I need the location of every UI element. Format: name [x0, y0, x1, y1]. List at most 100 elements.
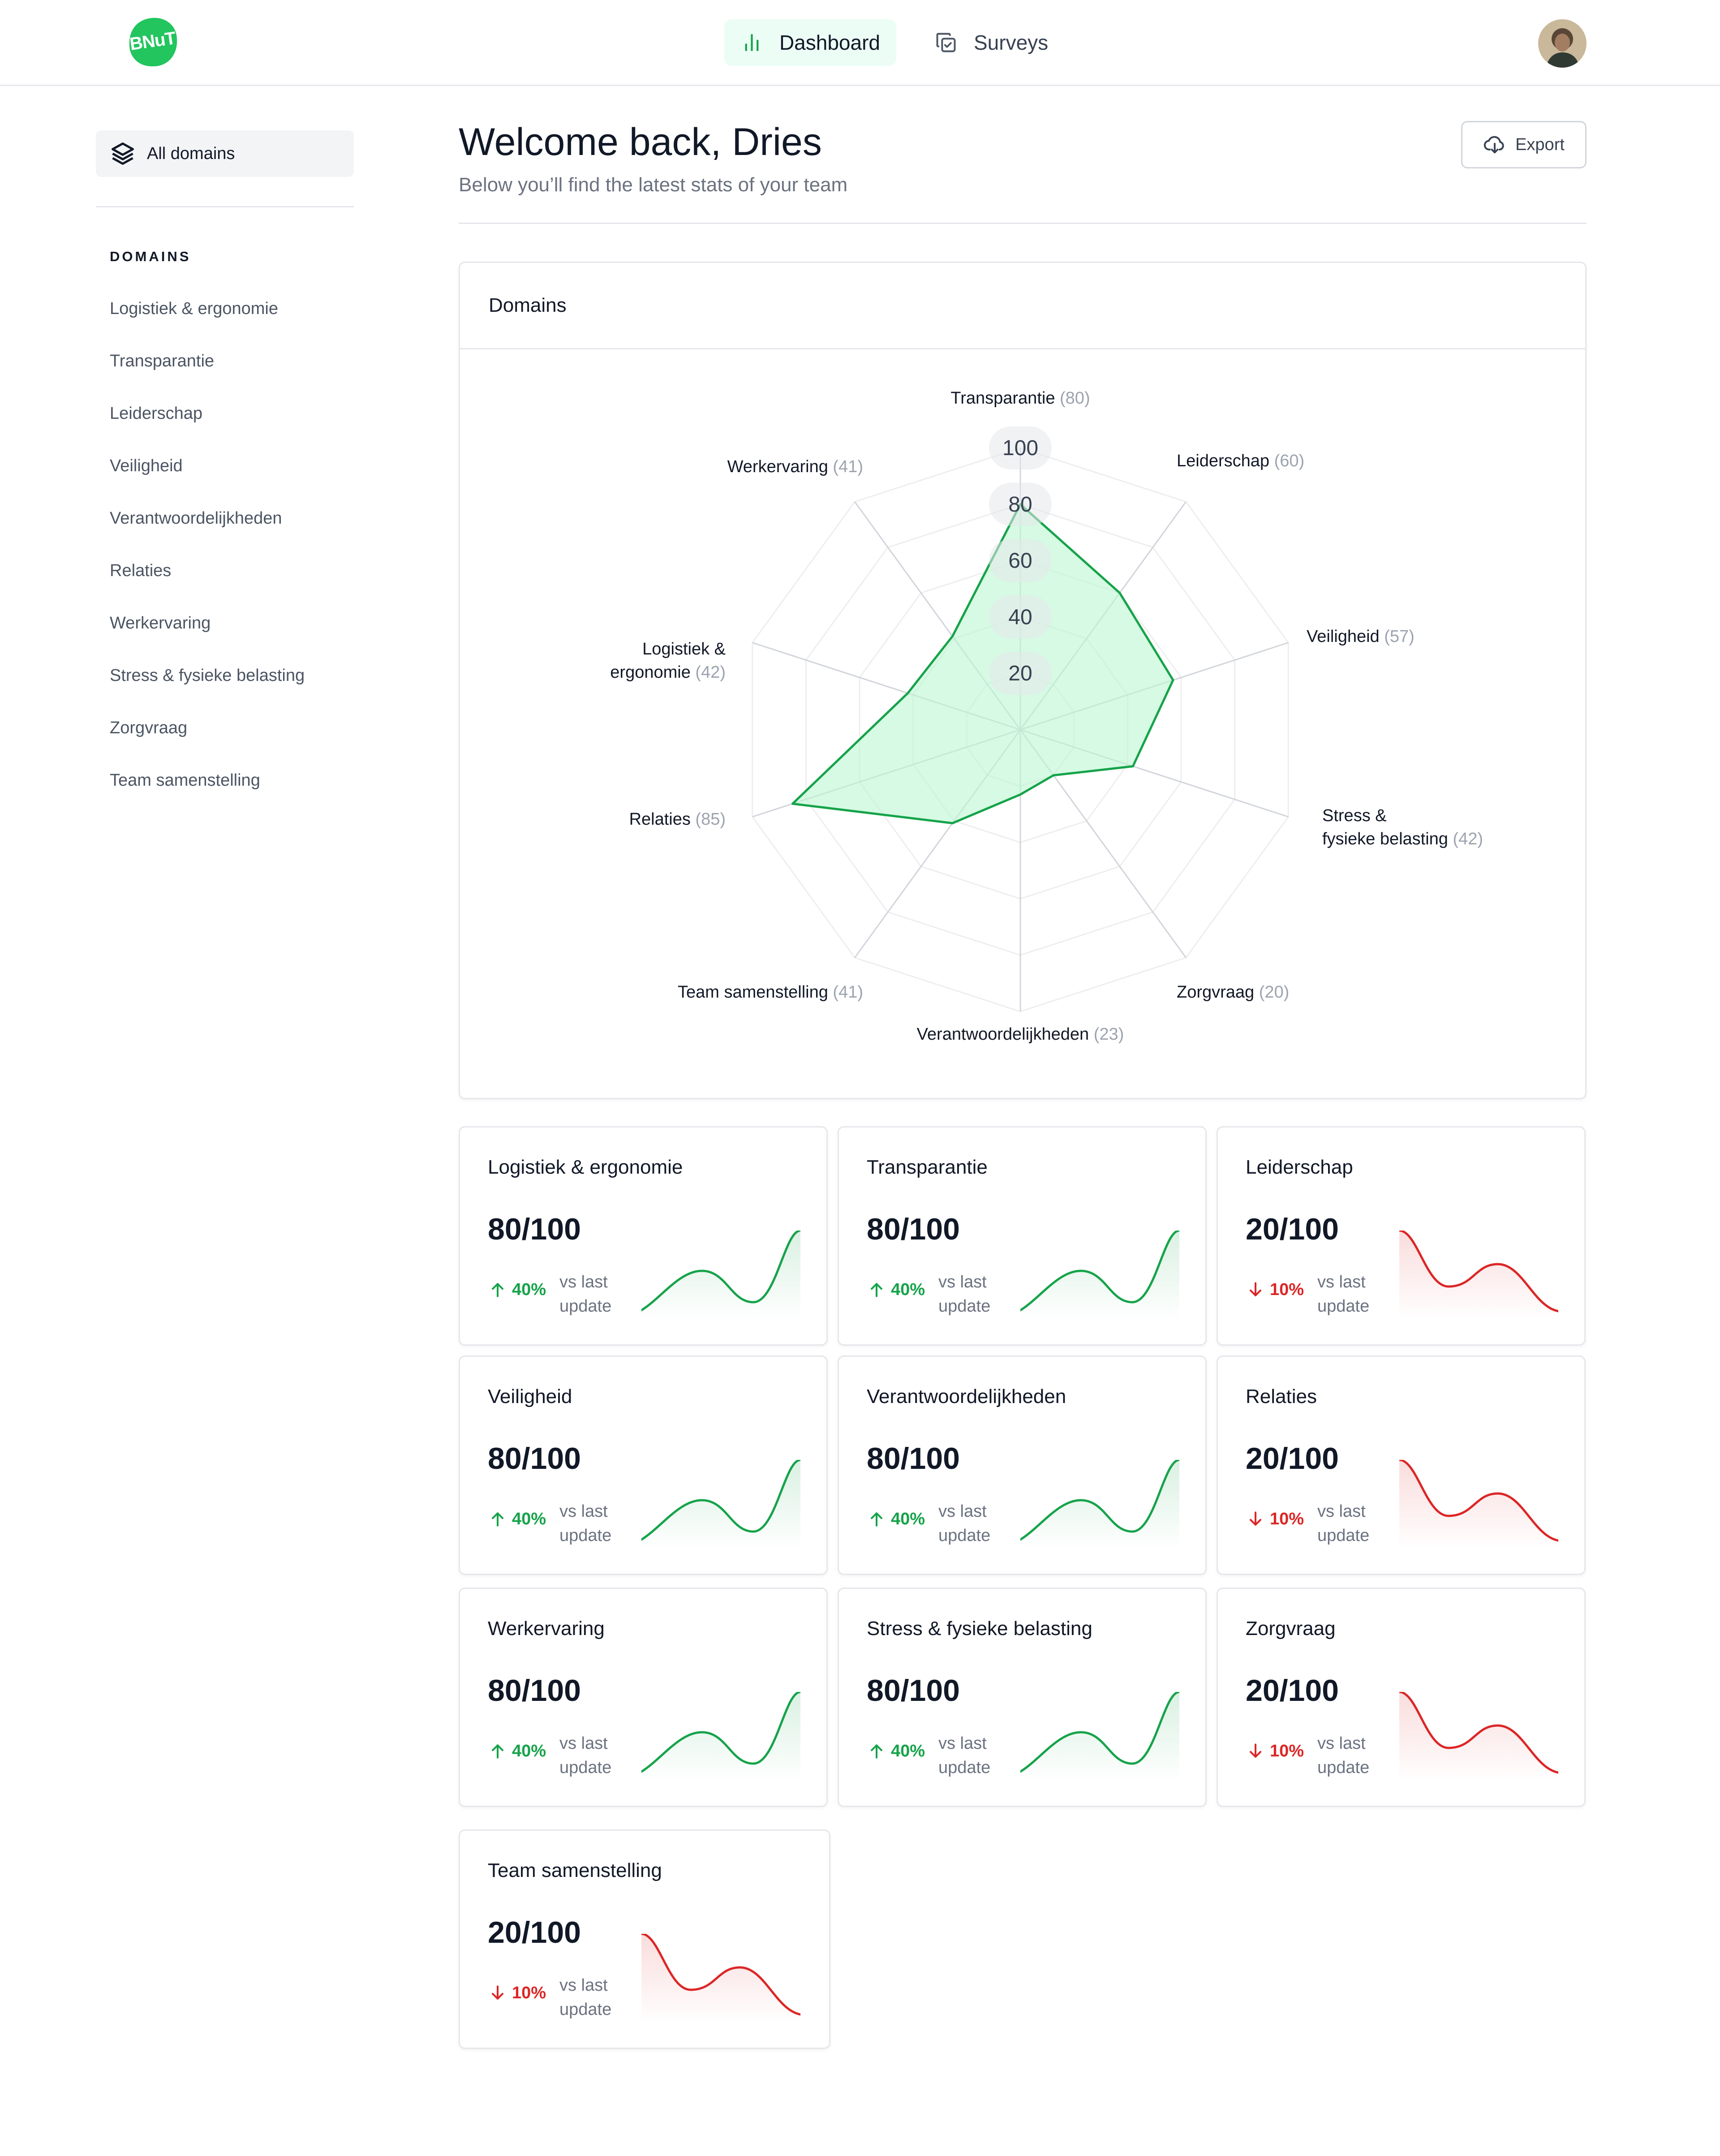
top-navigation-bar: BNuT Dashboard Surveys — [0, 0, 1720, 86]
radar-tick-label: 80 — [1008, 493, 1032, 516]
logo[interactable]: BNuT — [127, 16, 179, 68]
domain-card-change: 40% — [488, 1509, 546, 1529]
radar-axis-label: Werkervaring (41) — [727, 457, 863, 476]
domain-card-vs-label: vs last update — [938, 1502, 991, 1545]
sidebar-item-stress[interactable]: Stress & fysieke belasting — [110, 666, 305, 685]
domain-card-vs-label: vs last update — [559, 1976, 612, 2019]
sidebar-item-zorgvraag[interactable]: Zorgvraag — [110, 719, 188, 737]
logo-blob-icon — [129, 17, 177, 67]
domain-card-change-value: 10% — [1270, 1741, 1304, 1760]
domain-card-score: 80/100 — [867, 1674, 960, 1708]
nav-item-label: Surveys — [974, 31, 1049, 54]
domain-card-sparkline — [1399, 1460, 1558, 1549]
domain-card-title: Leiderschap — [1246, 1156, 1353, 1178]
sparkline-area — [1020, 1460, 1179, 1549]
domain-card-title: Stress & fysieke belasting — [867, 1618, 1092, 1640]
domain-card[interactable]: Logistiek & ergonomie 80/100 40% vs last up… — [459, 1126, 828, 1346]
avatar-photo — [1538, 19, 1587, 68]
radar-card-title: Domains — [489, 294, 567, 316]
domain-card-score: 80/100 — [488, 1674, 581, 1708]
domain-card-change-value: 40% — [512, 1280, 546, 1299]
radar-axis-value: (23) — [1094, 1025, 1124, 1044]
sparkline-area — [641, 1934, 800, 2023]
radar-axis-label: Team samenstelling (41) — [678, 983, 863, 1002]
domain-card-score: 80/100 — [867, 1212, 960, 1246]
sparkline-area — [1399, 1460, 1558, 1549]
domain-card-change-value: 10% — [512, 1983, 546, 2002]
sparkline-area — [1399, 1231, 1558, 1320]
arrow-up-icon — [491, 1512, 504, 1527]
sidebar-item-leiderschap[interactable]: Leiderschap — [110, 404, 203, 423]
radar-tick-pill — [989, 426, 1052, 469]
domain-card-sparkline — [641, 1934, 800, 2023]
sidebar-item-team-samenstelling[interactable]: Team samenstelling — [110, 771, 260, 790]
domain-card-vs-label: vs last update — [1317, 1502, 1370, 1545]
domain-card-change: 40% — [867, 1741, 925, 1761]
radar-chart: 20 40 60 80 100 Transparantie (80) Leiderschap… — [610, 389, 1483, 1044]
domain-card-title: Team samenstelling — [488, 1859, 662, 1881]
radar-axis-label: Stress & fysieke belasting (42) — [1322, 806, 1483, 848]
export-button[interactable]: Export — [1461, 121, 1587, 168]
domain-card[interactable]: Stress & fysieke belasting 80/100 40% vs la… — [838, 1588, 1207, 1807]
domain-card-sparkline — [1020, 1692, 1179, 1782]
nav-item-dashboard[interactable]: Dashboard — [724, 19, 896, 66]
radar-data-polygon — [791, 503, 1174, 825]
nav-item-surveys[interactable]: Surveys — [918, 19, 1066, 66]
user-avatar[interactable] — [1538, 19, 1587, 68]
radar-axis-label-line: fysieke belasting — [1322, 830, 1453, 848]
domain-card[interactable]: Leiderschap 20/100 10% vs last update — [1217, 1126, 1586, 1346]
domain-card-change: 10% — [1246, 1741, 1304, 1761]
sidebar-item-verantwoordelijkheden[interactable]: Verantwoordelijkheden — [110, 509, 282, 528]
domain-card-title: Zorgvraag — [1246, 1618, 1336, 1640]
domain-card-change: 40% — [867, 1280, 925, 1300]
sidebar-item-logistiek[interactable]: Logistiek & ergonomie — [110, 299, 278, 318]
domain-card-title: Veiligheid — [488, 1386, 572, 1407]
sparkline-line — [1399, 1692, 1558, 1774]
sidebar-item-relaties[interactable]: Relaties — [110, 561, 172, 580]
domain-card[interactable]: Transparantie 80/100 40% vs last update — [838, 1126, 1207, 1346]
domain-card-score: 20/100 — [488, 1915, 581, 1949]
cloud-download-icon — [1484, 136, 1504, 154]
domain-card[interactable]: Werkervaring 80/100 40% vs last update — [459, 1588, 828, 1807]
sparkline-line — [641, 1934, 800, 2016]
domain-card[interactable]: Team samenstelling 20/100 10% vs last updat… — [459, 1829, 830, 2049]
sparkline-area — [641, 1692, 800, 1782]
domain-card-sparkline — [1020, 1460, 1179, 1549]
domain-card-sparkline — [1399, 1692, 1558, 1782]
domain-card-change: 10% — [1246, 1509, 1304, 1529]
domain-card-change: 10% — [1246, 1280, 1304, 1300]
radar-axis-label-text: Veiligheid — [1307, 627, 1384, 646]
radar-axis-label-line: Stress & — [1322, 806, 1387, 825]
domain-card-vs-label: vs last update — [559, 1502, 612, 1545]
radar-axis-label: Leiderschap (60) — [1177, 452, 1304, 470]
sidebar-item-transparantie[interactable]: Transparantie — [110, 352, 215, 370]
domain-card[interactable]: Verantwoordelijkheden 80/100 40% vs last up… — [838, 1356, 1207, 1575]
domain-card-title: Werkervaring — [488, 1618, 605, 1640]
sidebar-item-werkervaring[interactable]: Werkervaring — [110, 614, 211, 633]
arrow-down-icon — [1249, 1743, 1262, 1758]
radar-axis-label: Veiligheid (57) — [1307, 627, 1415, 646]
domain-card-sparkline — [1020, 1231, 1179, 1320]
domain-card-change-value: 40% — [891, 1509, 925, 1528]
all-domains-button[interactable]: All domains — [96, 130, 354, 177]
sparkline-line — [641, 1231, 800, 1312]
copy-check-icon — [936, 33, 956, 52]
radar-axis-value: (42) — [1453, 830, 1484, 848]
sparkline-line — [1020, 1231, 1179, 1312]
domain-card-vs-label: vs last update — [938, 1273, 991, 1316]
domain-card-score: 20/100 — [1246, 1674, 1339, 1708]
radar-axis-label-line: Logistiek & — [642, 640, 726, 658]
sidebar-item-veiligheid[interactable]: Veiligheid — [110, 456, 183, 475]
domain-card-change: 40% — [488, 1741, 546, 1761]
domain-card[interactable]: Relaties 20/100 10% vs last update — [1217, 1356, 1586, 1575]
domain-card-change-value: 40% — [512, 1741, 546, 1760]
radar-axis-value: (41) — [833, 457, 863, 476]
domain-card-sparkline — [641, 1231, 800, 1320]
domain-card-vs-label: vs last update — [1317, 1273, 1370, 1316]
radar-axis-label-text: Werkervaring — [727, 457, 833, 476]
domain-card[interactable]: Zorgvraag 20/100 10% vs last update — [1217, 1588, 1586, 1807]
domain-card[interactable]: Veiligheid 80/100 40% vs last update — [459, 1356, 828, 1575]
page-subtitle: Below you’ll find the latest stats of yo… — [459, 174, 848, 196]
domain-card-vs-label: vs last update — [559, 1273, 612, 1316]
radar-tick-label: 100 — [1002, 436, 1038, 460]
